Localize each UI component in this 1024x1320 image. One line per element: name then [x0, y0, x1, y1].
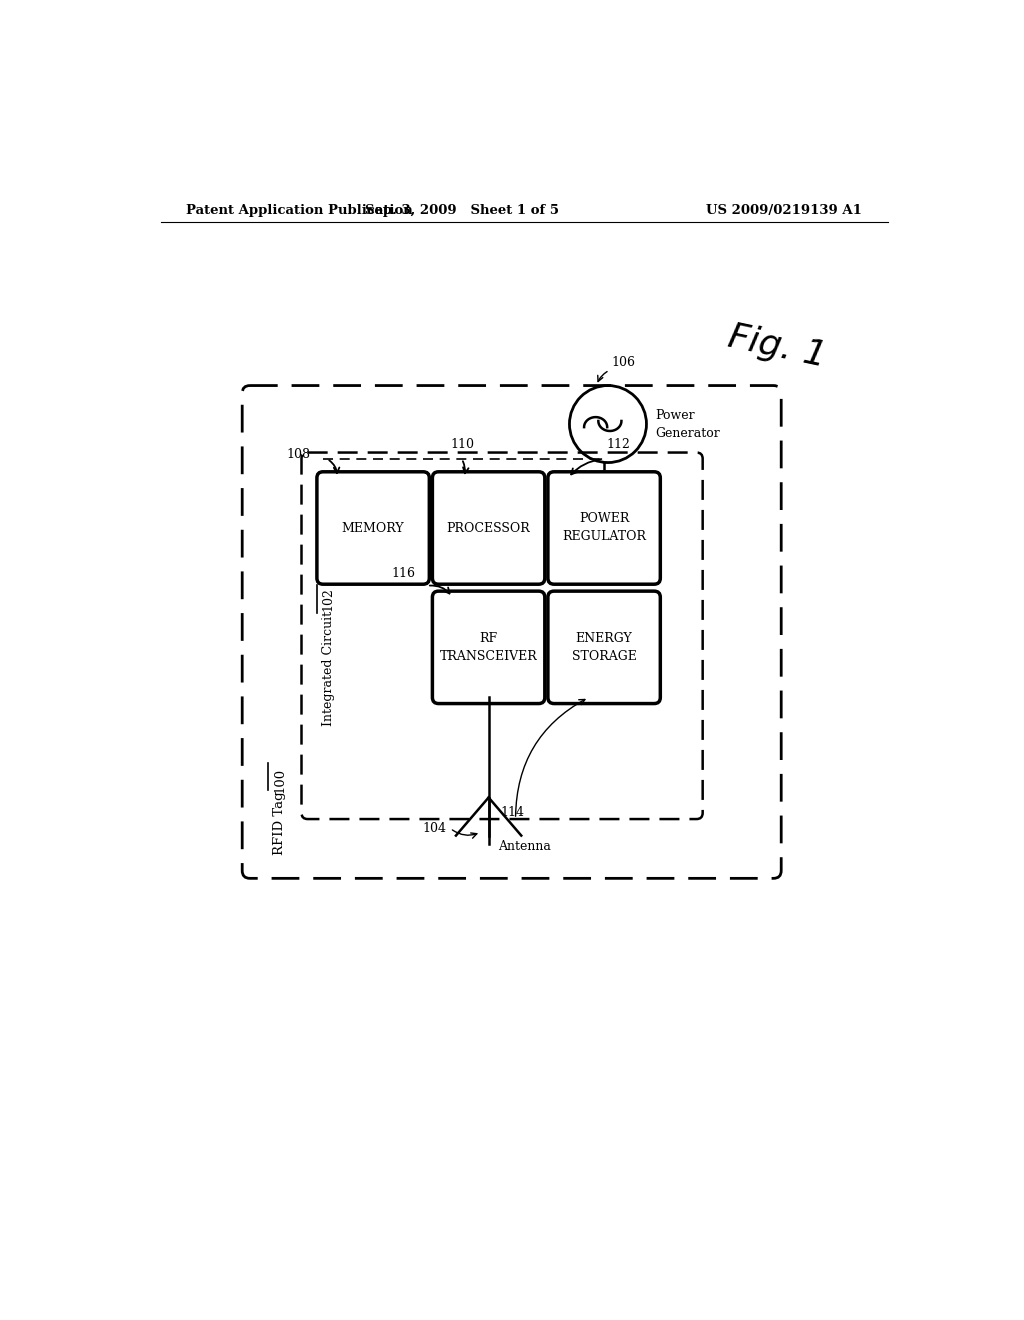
- FancyBboxPatch shape: [432, 471, 545, 585]
- Text: Power
Generator: Power Generator: [655, 409, 721, 440]
- Text: Sep. 3, 2009   Sheet 1 of 5: Sep. 3, 2009 Sheet 1 of 5: [365, 205, 559, 218]
- FancyBboxPatch shape: [432, 591, 545, 704]
- Text: MEMORY: MEMORY: [342, 521, 404, 535]
- FancyBboxPatch shape: [316, 471, 429, 585]
- Text: POWER
REGULATOR: POWER REGULATOR: [562, 512, 646, 544]
- Text: Patent Application Publication: Patent Application Publication: [186, 205, 413, 218]
- Text: 102: 102: [322, 587, 335, 611]
- Text: 108: 108: [286, 449, 310, 462]
- Text: 106: 106: [611, 355, 636, 368]
- Text: Antenna: Antenna: [498, 840, 551, 853]
- Text: RF
TRANSCEIVER: RF TRANSCEIVER: [439, 632, 538, 663]
- Text: 104: 104: [422, 822, 446, 834]
- FancyBboxPatch shape: [548, 591, 660, 704]
- Text: Integrated Circuit: Integrated Circuit: [322, 607, 335, 726]
- Text: ENERGY
STORAGE: ENERGY STORAGE: [571, 632, 637, 663]
- Text: 116: 116: [391, 568, 416, 581]
- Text: RFID Tag: RFID Tag: [273, 787, 286, 854]
- Text: Fig. 1: Fig. 1: [725, 319, 829, 374]
- FancyBboxPatch shape: [548, 471, 660, 585]
- Text: 110: 110: [451, 438, 474, 451]
- Text: 100: 100: [273, 768, 286, 793]
- Text: 114: 114: [500, 807, 524, 820]
- Text: US 2009/0219139 A1: US 2009/0219139 A1: [707, 205, 862, 218]
- Text: PROCESSOR: PROCESSOR: [446, 521, 530, 535]
- Text: 112: 112: [606, 438, 631, 451]
